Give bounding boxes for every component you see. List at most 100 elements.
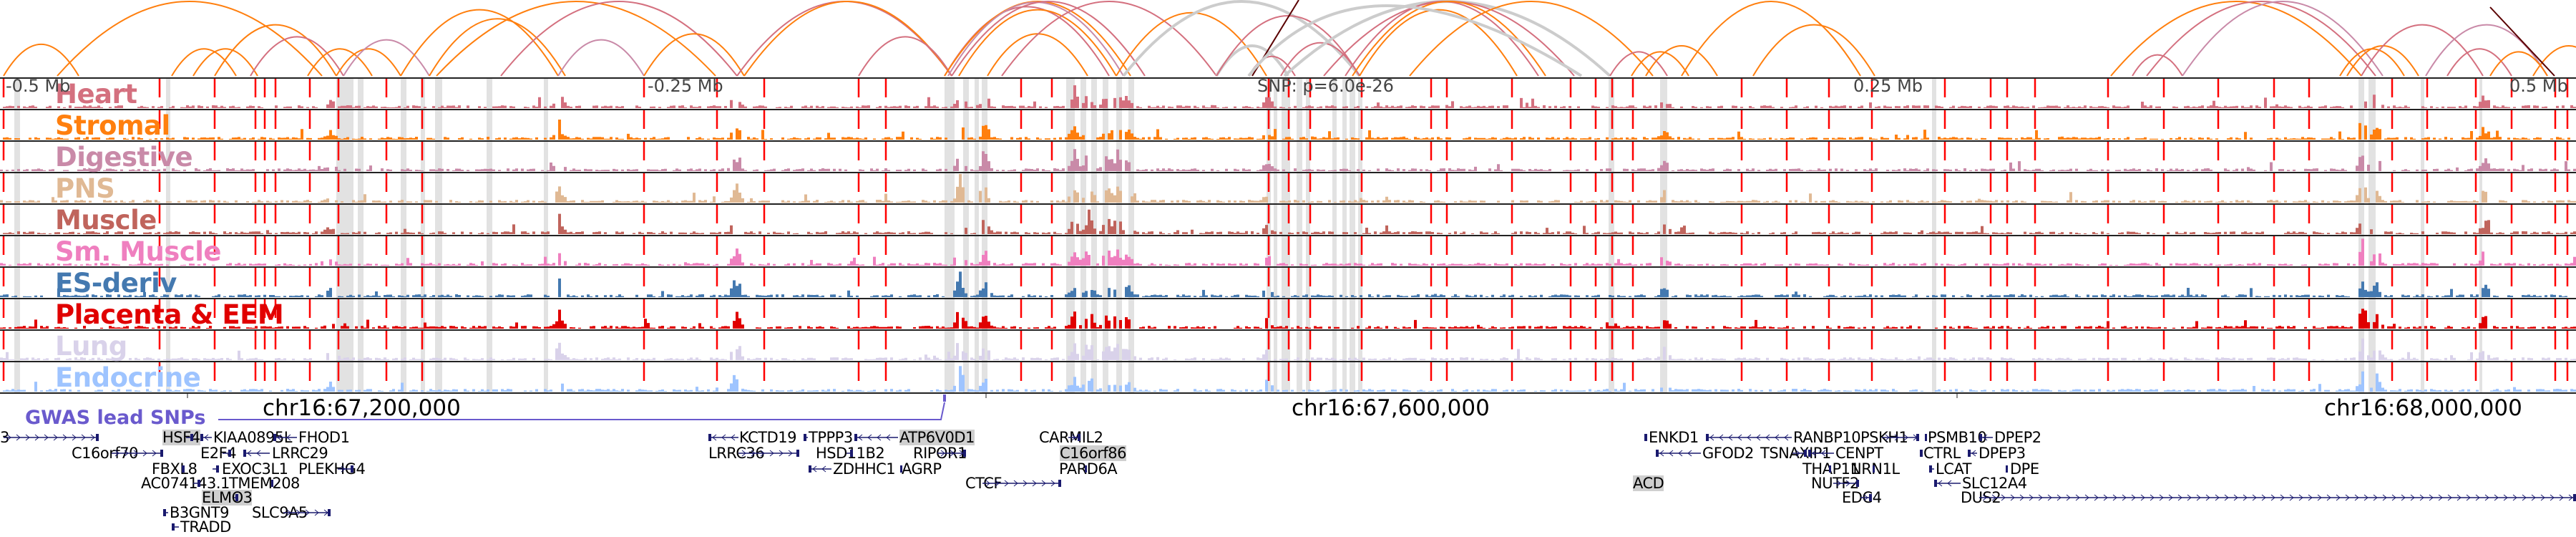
gene-label-fbxl8[interactable]: FBXL8	[152, 460, 197, 478]
loop-arc	[436, 1, 716, 77]
loop-arc	[1001, 1, 1217, 77]
gene-model-ctcf[interactable]	[982, 479, 1061, 488]
gene-model-gfod2[interactable]	[1656, 449, 1701, 458]
gene-model-elmo3[interactable]	[234, 493, 238, 502]
track-lung: Lung	[0, 329, 2576, 361]
gene-label-dpep2[interactable]: DPEP2	[1994, 429, 2041, 446]
loop-arc	[1247, 4, 1583, 77]
gene-label-c16orf70[interactable]: C16orf70	[72, 445, 138, 462]
gene-label-slc9a5[interactable]: SLC9A5	[252, 504, 308, 521]
loop-arc	[429, 18, 566, 77]
gene-label-exoc3l1[interactable]: EXOC3L1	[222, 460, 288, 478]
gene-label-lcat[interactable]: LCAT	[1936, 460, 1971, 478]
gene-label-gfod2[interactable]: GFOD2	[1702, 445, 1754, 462]
gene-model-tmem208[interactable]	[271, 479, 273, 488]
track-pns: PNS	[0, 172, 2576, 203]
gene-label-atp6v0d1[interactable]: ATP6V0D1	[899, 429, 975, 446]
gene-model-b3gnt9[interactable]	[163, 508, 168, 517]
gene-model-enkd1[interactable]	[1644, 433, 1647, 442]
gene-model-dpe[interactable]	[2006, 465, 2008, 473]
gene-model-dus2[interactable]	[1979, 493, 2576, 502]
gene-label-ctrl[interactable]: CTRL	[1923, 445, 1961, 462]
gene-label-dpep3[interactable]: DPEP3	[1979, 445, 2026, 462]
gene-label-tmem208[interactable]: TMEM208	[229, 475, 300, 492]
gene-label-psmb10[interactable]: PSMB10	[1928, 429, 1987, 446]
gene-model-lrrc29[interactable]	[243, 449, 270, 458]
loop-arc	[1609, 51, 1668, 77]
gene-label-zdhhc1[interactable]: ZDHHC1	[833, 460, 896, 478]
gene-model-slc9a5[interactable]	[283, 508, 331, 517]
gene-model-carmil2[interactable]	[1068, 433, 1080, 442]
gene-label-tppp3[interactable]: TPPP3	[809, 429, 853, 446]
loop-arc	[214, 24, 337, 77]
gene-model-ac074143.1[interactable]	[193, 479, 200, 488]
gene-model-agrp[interactable]	[900, 465, 902, 473]
gene-label-ranbp10[interactable]: RANBP10	[1793, 429, 1861, 446]
gene-model-c16orf70[interactable]	[112, 449, 163, 458]
gene-model-dpep3[interactable]	[1968, 449, 1977, 458]
gene-model-nutf2[interactable]	[1833, 479, 1859, 488]
gene-label-kiaa0895l[interactable]: KIAA0895L	[213, 429, 292, 446]
gene-label-ac074143.1[interactable]: AC074143.1	[141, 475, 230, 492]
gene-label-plekhg4[interactable]: PLEKHG4	[298, 460, 366, 478]
gene-model-kctd19[interactable]	[708, 433, 738, 442]
track-label: Sm. Muscle	[55, 236, 222, 267]
gene-model-hsf4[interactable]	[186, 433, 193, 442]
gene-model-tsnaxip1[interactable]	[1792, 449, 1807, 458]
gene-label-cenpt[interactable]: CENPT	[1835, 445, 1883, 462]
gene-label-slc12a4[interactable]: SLC12A4	[1962, 475, 2027, 492]
loop-arc	[1752, 24, 1875, 77]
gene-label-pard6a[interactable]: PARD6A	[1059, 460, 1118, 478]
gene-label-lrrc29[interactable]: LRRC29	[272, 445, 328, 462]
gene-label-fhod1[interactable]: FHOD1	[298, 429, 350, 446]
loop-arc	[2132, 54, 2183, 77]
gene-model-nrn1l[interactable]	[1873, 465, 1875, 473]
gene-model-pard6a[interactable]	[1085, 465, 1087, 473]
chromatin-loop-arcs-track	[3, 0, 2576, 77]
gene-model-fhod1[interactable]	[273, 433, 297, 442]
gene-label-tradd[interactable]: TRADD	[180, 518, 231, 536]
gene-model-tradd[interactable]	[172, 523, 179, 531]
gene-model-thap11[interactable]	[1829, 465, 1831, 473]
gene-model-plekhg4[interactable]	[338, 465, 353, 473]
gene-model-tppp3[interactable]	[804, 433, 808, 442]
gene-model-exoc3l1[interactable]	[213, 465, 219, 473]
gene-model-ripor1[interactable]	[937, 449, 966, 458]
signal-endocrine	[3, 366, 2576, 392]
gene-label-e2f4[interactable]: E2F4	[200, 445, 237, 462]
gene-model-kiaa0895l[interactable]	[200, 433, 212, 442]
gene-label-b3gnt9[interactable]: B3GNT9	[170, 504, 229, 521]
gene-label-enkd1[interactable]: ENKD1	[1649, 429, 1699, 446]
track-sm-muscle: Sm. Muscle	[0, 235, 2576, 266]
gene-model-ranbp10[interactable]	[1706, 433, 1792, 442]
gene-model-ctrl[interactable]	[1920, 449, 1923, 458]
gene-model-lrrc36[interactable]	[738, 449, 799, 458]
gene-model-fbxl8[interactable]	[182, 465, 185, 473]
gene-model-psmb10[interactable]	[1925, 433, 1927, 442]
gene-label-hsf4[interactable]: HSF4	[162, 429, 200, 446]
gene-model-3[interactable]	[4, 433, 99, 442]
coord-label-67200000: chr16:67,200,000	[263, 395, 461, 421]
gene-label-acd[interactable]: ACD	[1633, 475, 1664, 492]
gene-label-agrp[interactable]: AGRP	[902, 460, 942, 478]
gene-model-dpep2[interactable]	[1979, 433, 1993, 442]
gene-label-lrrc36[interactable]: LRRC36	[708, 445, 765, 462]
gene-model-cenpt[interactable]	[1808, 449, 1834, 458]
gene-model-slc12a4[interactable]	[1934, 479, 1961, 488]
loop-arc	[557, 39, 645, 77]
gwas-snp-marker[interactable]	[943, 395, 946, 402]
gene-label-kctd19[interactable]: KCTD19	[739, 429, 797, 446]
gene-model-e2f4[interactable]	[223, 449, 231, 458]
gene-label-elmo3[interactable]: ELMO3	[202, 489, 253, 506]
gene-label-c16orf86[interactable]: C16orf86	[1060, 445, 1126, 462]
loop-arc	[858, 36, 952, 77]
signal-lung	[0, 338, 2576, 360]
gene-model-edc4[interactable]	[1860, 493, 1872, 502]
gene-model-zdhhc1[interactable]	[809, 465, 831, 473]
gene-model-pskh1[interactable]	[1882, 433, 1919, 442]
gene-label-nrn1l[interactable]: NRN1L	[1850, 460, 1900, 478]
gene-model-atp6v0d1[interactable]	[854, 433, 898, 442]
gene-model-hsd11b2[interactable]	[847, 449, 853, 458]
gene-label-dpe[interactable]: DPE	[2010, 460, 2039, 478]
gene-model-lcat[interactable]	[1929, 465, 1934, 473]
